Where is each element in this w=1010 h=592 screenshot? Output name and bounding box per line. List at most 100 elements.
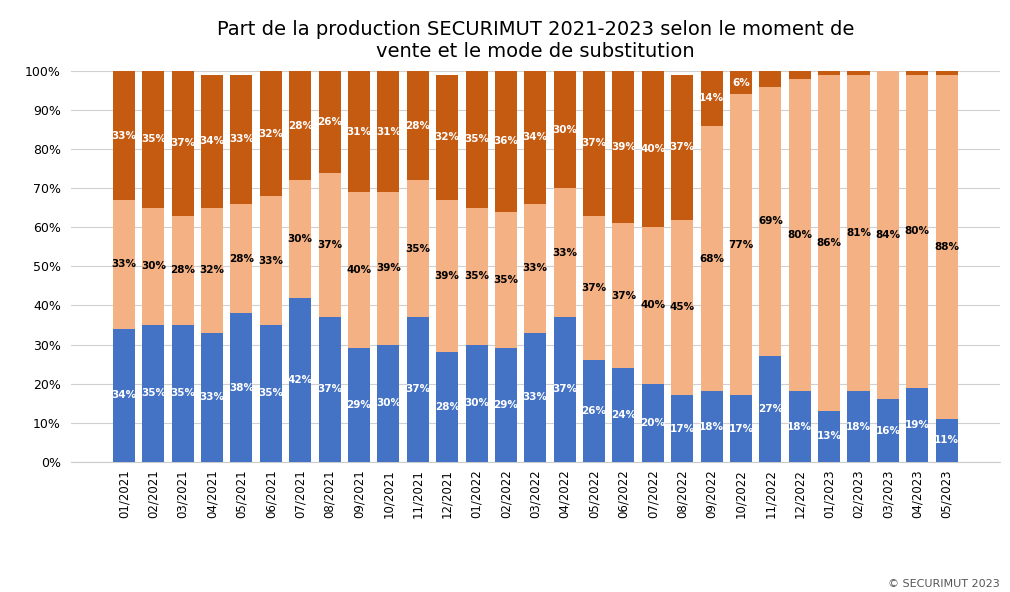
Text: 19%: 19%: [905, 420, 929, 430]
Text: 13%: 13%: [817, 432, 841, 442]
Bar: [466, 345, 488, 462]
Text: 80%: 80%: [787, 230, 812, 240]
Bar: [789, 71, 811, 79]
Bar: [760, 356, 782, 462]
Bar: [172, 215, 194, 325]
Bar: [583, 360, 605, 462]
Text: 18%: 18%: [699, 422, 724, 432]
Text: 37%: 37%: [582, 283, 607, 293]
Text: 33%: 33%: [523, 392, 547, 403]
Text: 35%: 35%: [259, 388, 284, 398]
Bar: [935, 419, 957, 462]
Bar: [701, 71, 722, 126]
Text: 16%: 16%: [876, 426, 900, 436]
Bar: [641, 71, 664, 227]
Text: 26%: 26%: [582, 406, 607, 416]
Bar: [524, 71, 546, 204]
Bar: [289, 71, 311, 181]
Bar: [672, 220, 693, 395]
Text: 35%: 35%: [494, 275, 518, 285]
Text: 45%: 45%: [670, 303, 695, 313]
Text: 37%: 37%: [611, 291, 636, 301]
Bar: [230, 204, 252, 313]
Bar: [818, 411, 840, 462]
Bar: [730, 71, 752, 95]
Text: 36%: 36%: [494, 136, 518, 146]
Text: 80%: 80%: [905, 226, 930, 236]
Bar: [260, 71, 282, 196]
Bar: [847, 391, 870, 462]
Text: 20%: 20%: [640, 418, 666, 427]
Text: 68%: 68%: [699, 253, 724, 263]
Bar: [701, 126, 722, 391]
Text: 34%: 34%: [111, 390, 136, 400]
Text: 32%: 32%: [259, 128, 284, 139]
Text: 24%: 24%: [611, 410, 636, 420]
Text: 26%: 26%: [317, 117, 342, 127]
Text: 35%: 35%: [464, 134, 489, 144]
Text: 33%: 33%: [111, 259, 136, 269]
Bar: [318, 173, 340, 317]
Bar: [877, 399, 899, 462]
Bar: [760, 71, 782, 86]
Text: 37%: 37%: [317, 384, 342, 394]
Bar: [818, 71, 840, 75]
Bar: [847, 75, 870, 391]
Text: 37%: 37%: [317, 240, 342, 250]
Bar: [553, 71, 576, 188]
Bar: [318, 71, 340, 173]
Text: 33%: 33%: [259, 256, 284, 266]
Bar: [877, 71, 899, 399]
Text: 35%: 35%: [464, 271, 489, 281]
Bar: [789, 79, 811, 391]
Text: 28%: 28%: [288, 121, 313, 131]
Bar: [553, 317, 576, 462]
Text: 38%: 38%: [229, 382, 254, 392]
Bar: [348, 192, 370, 349]
Text: 35%: 35%: [405, 244, 430, 254]
Bar: [260, 196, 282, 325]
Bar: [641, 227, 664, 384]
Bar: [407, 317, 429, 462]
Bar: [612, 71, 634, 223]
Bar: [672, 75, 693, 220]
Bar: [318, 317, 340, 462]
Bar: [466, 208, 488, 345]
Text: 28%: 28%: [229, 253, 254, 263]
Bar: [201, 208, 223, 333]
Text: 42%: 42%: [288, 375, 313, 385]
Text: 37%: 37%: [670, 142, 695, 152]
Bar: [230, 75, 252, 204]
Bar: [142, 71, 165, 208]
Bar: [906, 388, 928, 462]
Text: 35%: 35%: [140, 134, 166, 144]
Bar: [378, 192, 399, 345]
Bar: [407, 181, 429, 317]
Text: 35%: 35%: [140, 388, 166, 398]
Text: 86%: 86%: [817, 238, 841, 248]
Text: 14%: 14%: [699, 94, 724, 104]
Bar: [701, 391, 722, 462]
Text: 6%: 6%: [732, 78, 749, 88]
Text: 69%: 69%: [758, 217, 783, 227]
Bar: [466, 71, 488, 208]
Bar: [906, 71, 928, 75]
Text: 77%: 77%: [728, 240, 753, 250]
Text: 17%: 17%: [728, 423, 753, 433]
Bar: [172, 325, 194, 462]
Bar: [730, 395, 752, 462]
Bar: [583, 71, 605, 215]
Text: 18%: 18%: [846, 422, 871, 432]
Text: 28%: 28%: [434, 402, 460, 412]
Bar: [553, 188, 576, 317]
Bar: [378, 71, 399, 192]
Bar: [495, 349, 517, 462]
Bar: [495, 212, 517, 349]
Bar: [524, 333, 546, 462]
Text: 17%: 17%: [670, 423, 695, 433]
Text: 11%: 11%: [934, 435, 959, 445]
Bar: [847, 71, 870, 75]
Text: 39%: 39%: [611, 142, 636, 152]
Text: 37%: 37%: [170, 139, 195, 149]
Text: 35%: 35%: [171, 388, 195, 398]
